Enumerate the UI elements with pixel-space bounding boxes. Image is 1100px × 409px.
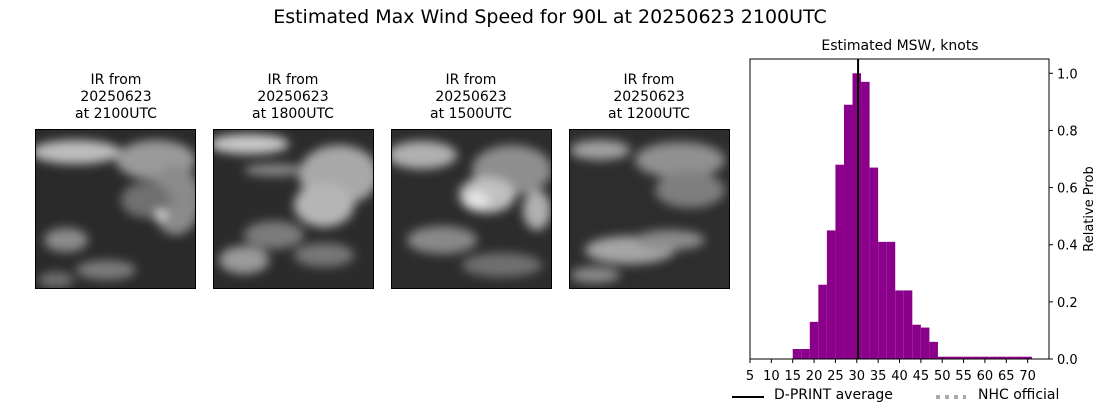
- chart-title: Estimated MSW, knots: [821, 38, 978, 54]
- histogram-bar: [912, 324, 921, 359]
- y-tick-label: 0.6: [1057, 182, 1078, 197]
- x-tick-label: 45: [913, 369, 930, 384]
- histogram-bar: [792, 349, 802, 359]
- histogram-bar: [929, 341, 938, 359]
- x-tick-label: 20: [806, 369, 823, 384]
- histogram-bar: [903, 290, 913, 359]
- histogram-bar: [878, 241, 887, 359]
- ir-title-date: 20250623: [435, 89, 507, 105]
- legend-dprint-label: D-PRINT average: [774, 387, 893, 403]
- histogram-bar: [963, 356, 973, 359]
- x-tick-label: 55: [955, 369, 972, 384]
- histogram-bar: [886, 241, 896, 359]
- legend-nhc-label: NHC official: [978, 387, 1060, 403]
- ir-title-line: IR from: [90, 72, 142, 88]
- x-tick-label: 5: [746, 369, 754, 384]
- ir-panel-title-4: IR from 20250623 at 1200UTC: [568, 72, 730, 123]
- y-tick-label: 0.4: [1057, 239, 1078, 254]
- histogram-bar: [826, 230, 836, 359]
- histogram-bar: [1006, 356, 1015, 359]
- x-tick-label: 65: [998, 369, 1015, 384]
- ir-image-1200: [569, 129, 730, 289]
- histogram-bar: [835, 164, 844, 359]
- ir-title-date: 20250623: [613, 89, 685, 105]
- ir-title-time: at 1200UTC: [608, 106, 690, 122]
- x-tick-label: 15: [784, 369, 801, 384]
- ir-title-time: at 1500UTC: [430, 106, 512, 122]
- y-tick-label: 0.2: [1057, 296, 1078, 311]
- ir-title-line: IR from: [445, 72, 497, 88]
- histogram-bar: [1023, 356, 1032, 359]
- ir-image-1800: [213, 129, 374, 289]
- histogram-bar: [869, 167, 879, 359]
- histogram-bar: [843, 104, 853, 359]
- histogram-bar: [809, 321, 819, 359]
- ir-image-2100: [35, 129, 196, 289]
- histogram-bar: [937, 356, 947, 359]
- ir-title-time: at 2100UTC: [75, 106, 157, 122]
- ir-image-1500: [391, 129, 552, 289]
- histogram-bar: [946, 356, 956, 359]
- x-tick-label: 35: [870, 369, 887, 384]
- ir-panel-title-2: IR from 20250623 at 1800UTC: [212, 72, 374, 123]
- x-tick-label: 50: [934, 369, 951, 384]
- histogram-bar: [955, 356, 964, 359]
- x-tick-label: 25: [827, 369, 844, 384]
- histogram-bar: [989, 356, 998, 359]
- histogram-bar: [818, 284, 827, 359]
- x-tick-label: 40: [891, 369, 908, 384]
- figure-title: Estimated Max Wind Speed for 90L at 2025…: [273, 6, 827, 28]
- histogram-bar: [861, 81, 870, 359]
- x-tick-label: 10: [763, 369, 780, 384]
- histogram-bar: [980, 356, 990, 359]
- histogram-bar: [852, 73, 862, 360]
- x-tick-label: 30: [849, 369, 866, 384]
- ir-title-line: IR from: [267, 72, 319, 88]
- y-axis-label: Relative Prob: [1082, 166, 1097, 251]
- ir-title-time: at 1800UTC: [252, 106, 334, 122]
- histogram-bar: [920, 327, 930, 359]
- histogram-bar: [972, 356, 981, 359]
- axes-frame: [749, 58, 1050, 360]
- histogram-bar: [997, 356, 1007, 359]
- ir-title-date: 20250623: [80, 89, 152, 105]
- ir-panel-title-3: IR from 20250623 at 1500UTC: [390, 72, 552, 123]
- x-tick-label: 60: [977, 369, 994, 384]
- x-tick-label: 70: [1019, 369, 1036, 384]
- histogram-bar: [1014, 356, 1024, 359]
- y-tick-label: 0.0: [1057, 353, 1078, 368]
- ir-title-line: IR from: [623, 72, 675, 88]
- ir-panel-title-1: IR from 20250623 at 2100UTC: [35, 72, 197, 123]
- y-tick-label: 0.8: [1057, 124, 1078, 139]
- histogram-bar: [895, 290, 904, 359]
- ir-title-date: 20250623: [257, 89, 329, 105]
- histogram-bar: [801, 349, 810, 359]
- y-tick-label: 1.0: [1057, 67, 1078, 82]
